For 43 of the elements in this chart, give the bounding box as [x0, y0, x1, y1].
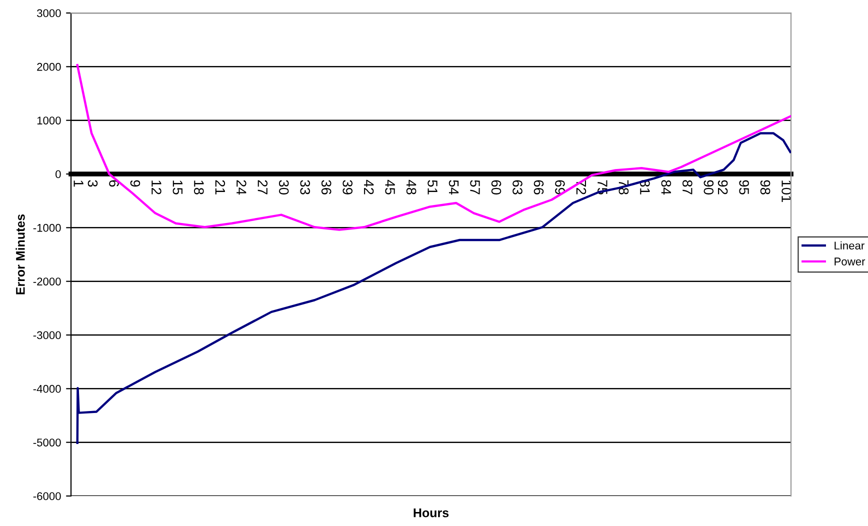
x-tick-label: 63 — [512, 180, 522, 194]
x-tick-label: 87 — [682, 180, 692, 194]
x-tick-label: 18 — [194, 180, 204, 194]
x-tick-label: 66 — [534, 180, 544, 194]
x-tick-label: 95 — [739, 180, 749, 194]
x-tick-label: 42 — [364, 180, 374, 194]
x-tick-label: 27 — [258, 180, 268, 194]
y-axis-title: Error Minutes — [16, 214, 25, 294]
y-tick-label: 3000 — [36, 9, 61, 18]
legend-label: Power — [834, 258, 866, 266]
x-tick-label: 39 — [342, 180, 353, 194]
x-axis-title: Hours — [414, 508, 449, 518]
x-tick-label: 30 — [278, 180, 289, 194]
y-tick-label: -5000 — [33, 438, 61, 446]
x-tick-label: 54 — [448, 180, 459, 195]
y-tick-label: 0 — [56, 170, 61, 178]
y-tick-label: -6000 — [33, 492, 61, 500]
x-tick-label: 45 — [385, 180, 395, 194]
x-tick-label: 60 — [491, 180, 502, 194]
x-tick-label: 90 — [704, 180, 714, 194]
x-tick-label: 33 — [300, 180, 310, 194]
x-tick-label: 36 — [321, 180, 332, 194]
x-tick-label: 98 — [760, 180, 770, 194]
x-tick-label: 3 — [88, 180, 98, 187]
x-tick-label: 84 — [661, 180, 672, 195]
x-tick-label: 92 — [718, 180, 728, 194]
x-tick-label: 21 — [215, 180, 226, 194]
x-tick-label: 12 — [152, 180, 162, 194]
x-tick-label: 24 — [236, 180, 246, 195]
x-tick-label: 15 — [172, 180, 182, 194]
y-tick-label: 2000 — [37, 62, 61, 71]
x-tick-label: 9 — [130, 180, 140, 187]
y-tick-label: -2000 — [33, 278, 61, 286]
x-tick-label: 48 — [406, 180, 416, 194]
y-tick-label: -1000 — [33, 224, 61, 232]
x-tick-label: 51 — [428, 180, 438, 194]
x-tick-label: 6 — [109, 180, 119, 187]
x-tick-label: 57 — [470, 180, 480, 194]
y-tick-label: -4000 — [33, 384, 61, 393]
y-tick-label: 1000 — [37, 116, 61, 124]
y-tick-label: -3000 — [33, 331, 61, 340]
x-tick-label: 1 — [74, 180, 84, 187]
legend-label: Linear — [834, 241, 864, 250]
